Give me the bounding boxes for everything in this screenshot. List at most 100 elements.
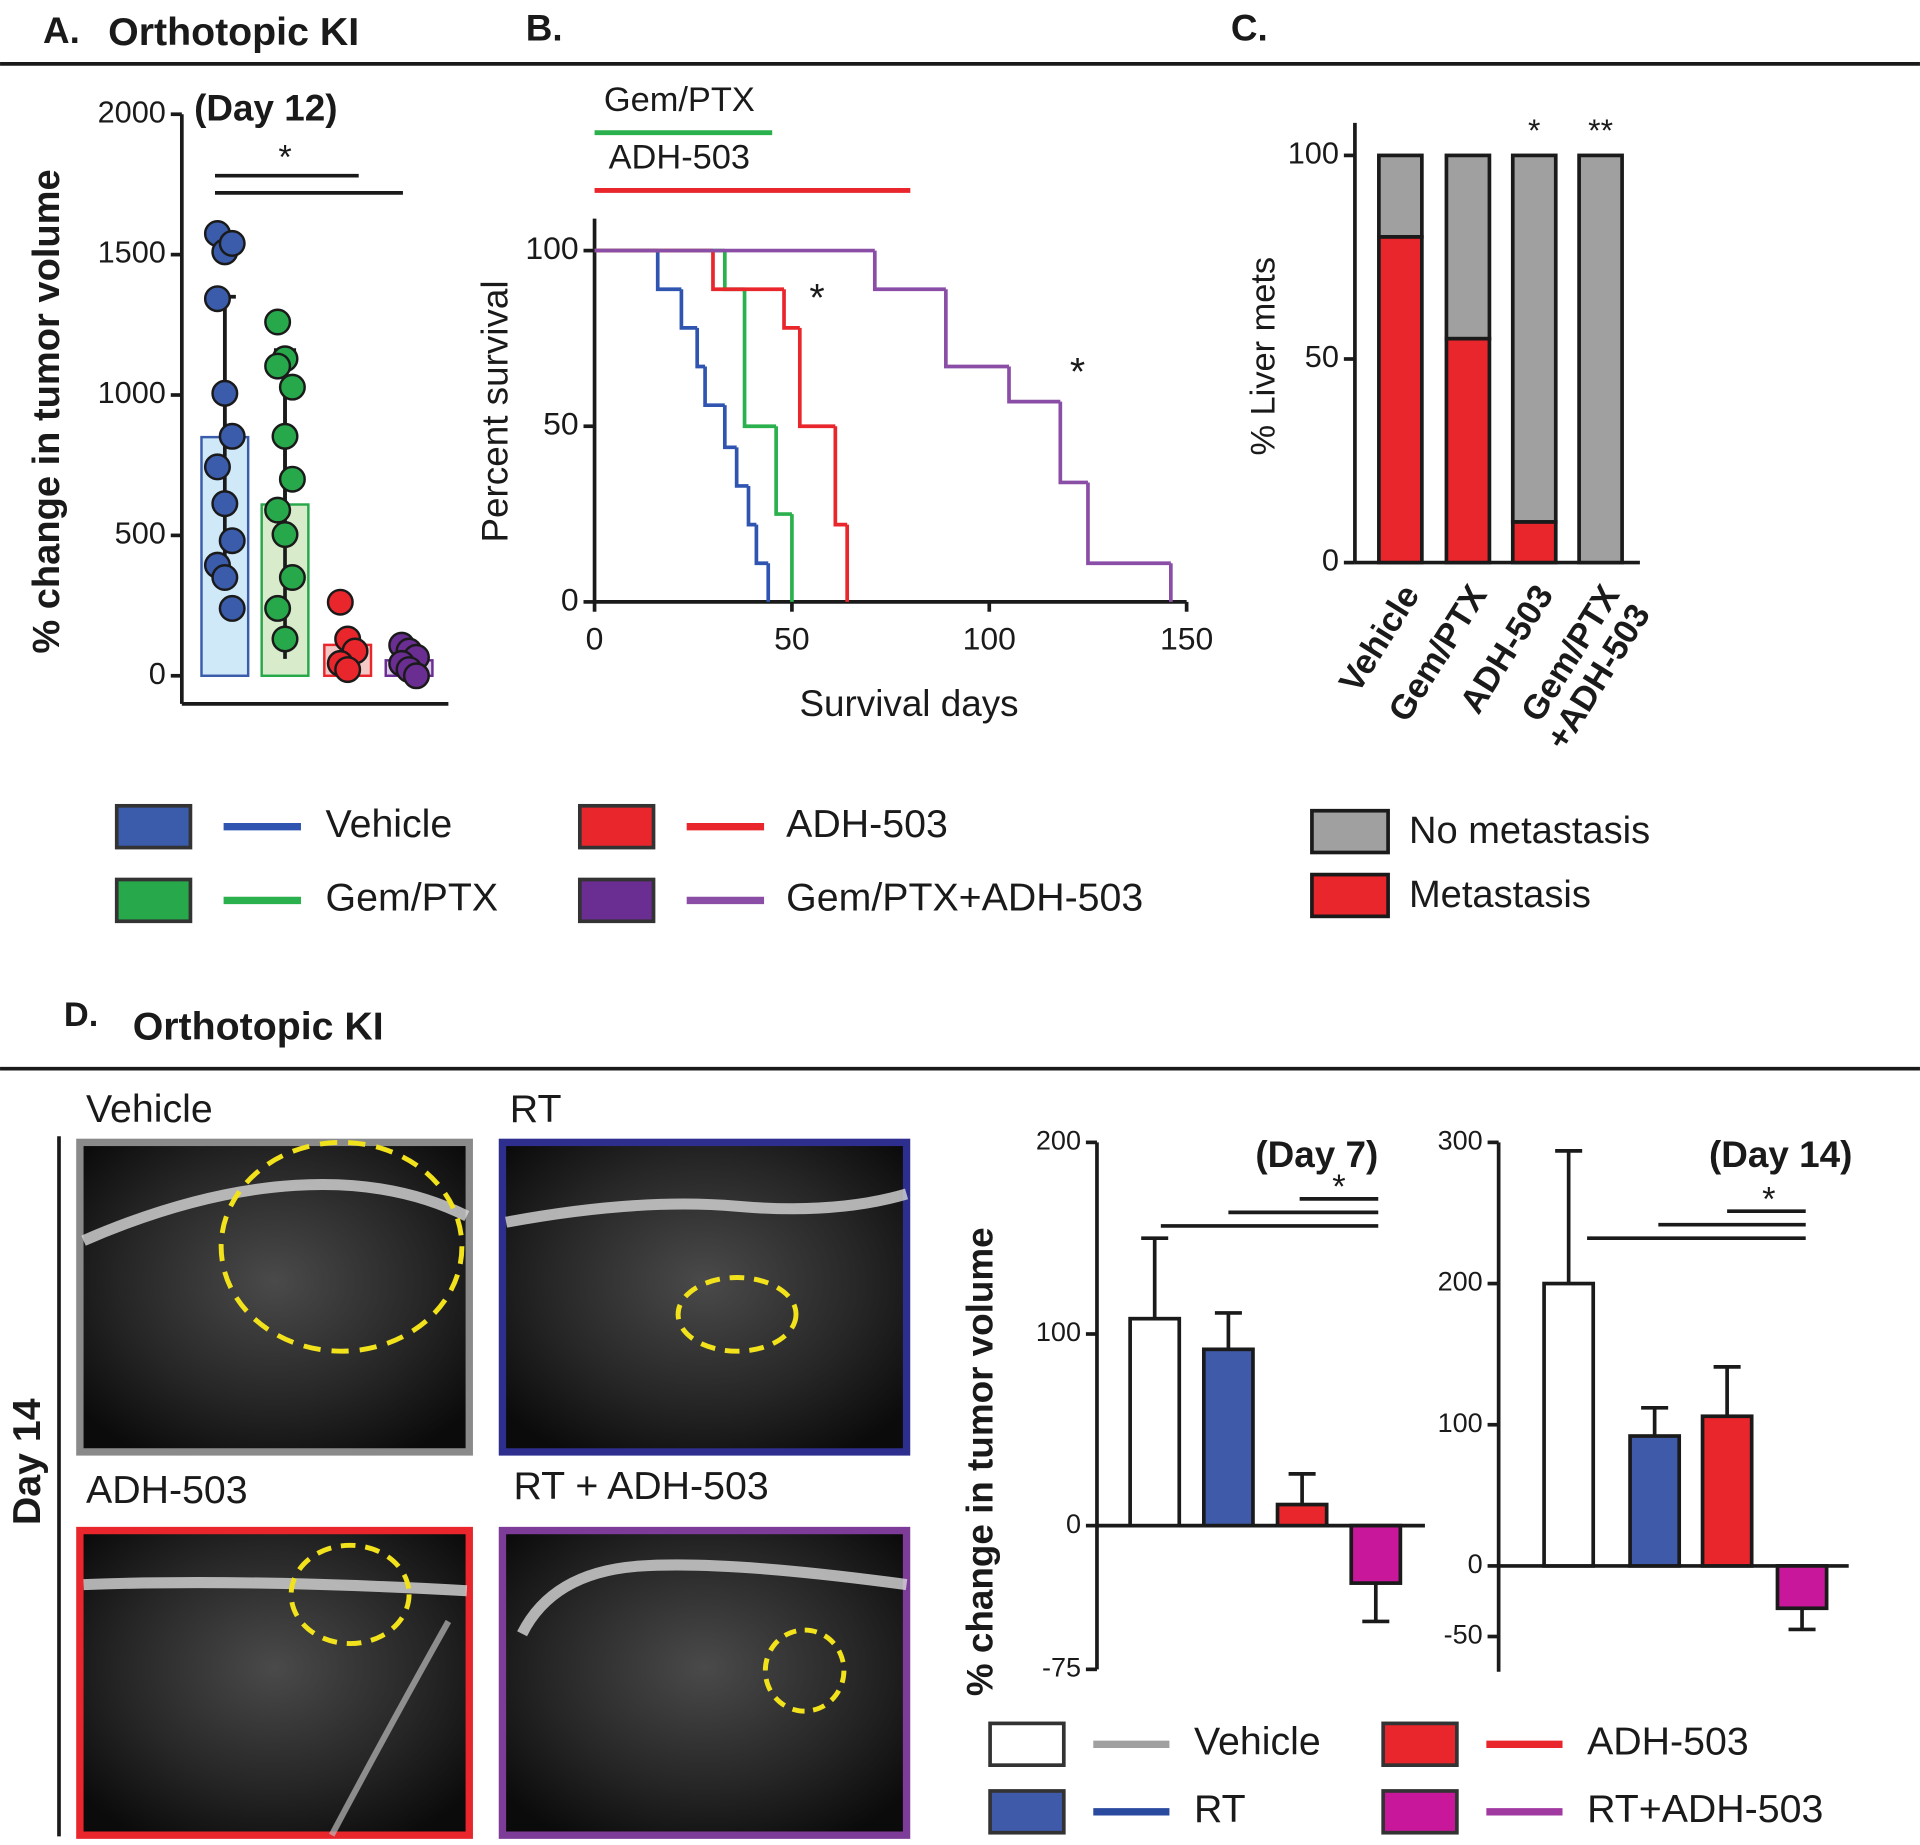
significance: * [1762, 1180, 1775, 1218]
data-point [211, 379, 239, 407]
ultrasound-image [76, 1526, 473, 1839]
image-label: ADH-503 [86, 1468, 248, 1512]
y-tick-label: 200 [1438, 1267, 1483, 1297]
subtitle: (Day 12) [194, 87, 337, 128]
y-tick-label: -75 [1042, 1652, 1081, 1682]
y-axis-label: Percent survival [474, 280, 515, 542]
x-tick-label: 0 [586, 621, 604, 657]
x-tick-label: 150 [1160, 621, 1213, 657]
panel-title: Orthotopic KI [108, 10, 359, 54]
survival-step [722, 250, 745, 292]
legend-swatch [114, 803, 193, 850]
data-point [218, 422, 246, 450]
y-tick-label: 0 [1468, 1549, 1483, 1579]
bar-segment [1510, 520, 1558, 565]
legend-swatch [1310, 872, 1390, 919]
data-point [203, 285, 231, 313]
legend-label: No metastasis [1409, 810, 1650, 852]
bar [1201, 1347, 1255, 1528]
x-tick-label: 100 [963, 621, 1016, 657]
y-tick-label: 0 [1066, 1509, 1081, 1539]
bar-segment [1377, 153, 1424, 239]
y-tick-label: 100 [1438, 1408, 1483, 1438]
survival-step [722, 405, 737, 450]
y-axis-label: % change in tumor volume [959, 1227, 1000, 1696]
survival-step [872, 250, 946, 292]
annotation: * [809, 276, 824, 320]
x-axis-label: Survival days [799, 683, 1018, 724]
y-tick-label: 500 [115, 515, 166, 550]
legend-label: RT [1194, 1787, 1246, 1831]
survival-step [703, 366, 725, 408]
y-tick-label: 200 [1036, 1126, 1081, 1156]
survival-step [782, 289, 800, 330]
data-point [218, 229, 246, 257]
y-tick-label: -50 [1444, 1620, 1483, 1650]
data-point [278, 373, 306, 401]
data-point [271, 521, 299, 549]
survival-step [774, 426, 792, 516]
data-point [402, 662, 430, 690]
treatment-label: Gem/PTX [604, 81, 755, 119]
image-label: Vehicle [86, 1087, 213, 1131]
bar [1349, 1523, 1403, 1585]
bar [1542, 1281, 1596, 1568]
bar-segment [1510, 153, 1558, 524]
panel-label: B. [526, 7, 563, 48]
ultrasound-image [76, 1138, 473, 1456]
annotation: * [1070, 350, 1085, 394]
legend-swatch [988, 1721, 1066, 1767]
y-tick-label: 0 [149, 656, 166, 691]
image-label: RT + ADH-503 [513, 1464, 768, 1508]
survival-step [1007, 366, 1061, 404]
y-axis-label: % Liver mets [1244, 257, 1282, 456]
survival-step [1058, 401, 1088, 485]
y-axis-label: % change in tumor volume [26, 169, 68, 653]
significance: ** [1588, 112, 1613, 148]
y-tick-label: 50 [1305, 339, 1339, 374]
y-tick-label: 300 [1438, 1126, 1483, 1156]
ultrasound-image [498, 1526, 911, 1839]
legend-label: Gem/PTX [326, 876, 499, 920]
y-tick-label: 1500 [98, 235, 166, 270]
side-label: Day 14 [5, 1398, 49, 1525]
ultrasound-image [498, 1138, 911, 1456]
legend-swatch [577, 877, 656, 924]
legend-label: Vehicle [1194, 1720, 1321, 1764]
data-point [271, 422, 299, 450]
data-point [278, 563, 306, 592]
bar [1128, 1316, 1182, 1528]
data-point [203, 453, 231, 481]
legend-label: Metastasis [1409, 874, 1591, 916]
legend-swatch [577, 803, 656, 850]
significance: * [278, 139, 291, 177]
y-tick-label: 50 [543, 406, 579, 442]
data-point [211, 490, 239, 518]
legend-label: RT+ADH-503 [1587, 1787, 1823, 1831]
legend-swatch [114, 877, 193, 924]
bar-segment [1444, 336, 1492, 565]
survival-step [1086, 482, 1171, 566]
data-point [264, 352, 292, 380]
y-tick-label: 0 [1322, 543, 1339, 578]
y-tick-label: 0 [561, 581, 579, 617]
significance-lines [1160, 1197, 1806, 1241]
data-point [211, 563, 239, 592]
image-label: RT [510, 1087, 562, 1131]
bar-segment [1377, 235, 1424, 565]
data-point [264, 496, 292, 524]
bar [1628, 1434, 1682, 1568]
y-tick-label: 1000 [98, 375, 166, 410]
bar [1700, 1414, 1754, 1568]
y-tick-label: 100 [1288, 136, 1339, 171]
survival-step [944, 289, 1010, 369]
significance: * [1332, 1168, 1345, 1206]
bar [1275, 1502, 1329, 1528]
survival-step [655, 250, 682, 292]
legend-label: ADH-503 [1587, 1720, 1749, 1764]
legend-label: ADH-503 [786, 802, 948, 846]
survival-step [695, 327, 706, 369]
data-point [218, 594, 246, 622]
